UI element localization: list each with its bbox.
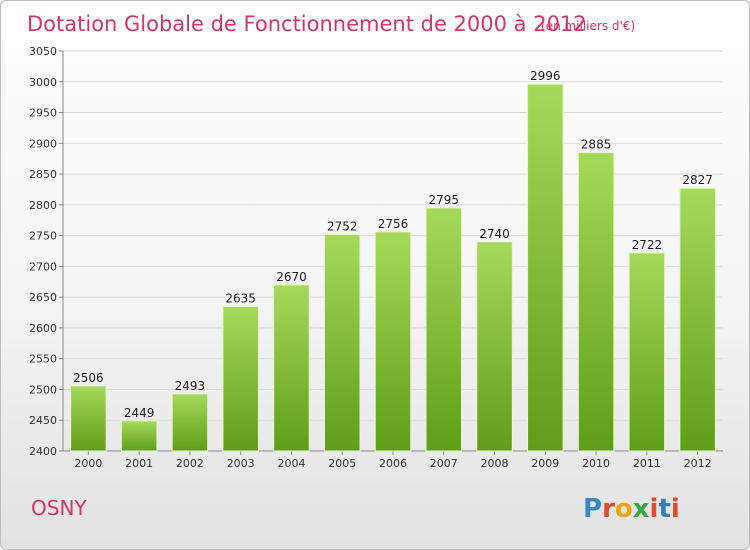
y-tick-label: 2800 [29,199,57,212]
chart-subtitle: (en milliers d'€) [541,19,635,33]
y-tick-label: 2950 [29,107,57,120]
x-tick-label-2012: 2012 [684,457,712,470]
data-labels: 2506 2449 2493 2635 2670 2752 2756 2795 2740 2996… [73,69,713,420]
data-label-2001: 2449 [124,406,155,420]
bar-2011 [628,252,666,452]
x-tick-label-2005: 2005 [328,457,356,470]
y-tick-label: 2550 [29,353,57,366]
proxiti-logo: Proxiti [583,494,680,524]
bar-2012 [679,187,716,452]
axes: 2400 2450 2500 2550 2600 2650 2700 2750 2800 2850… [29,45,723,470]
bar-2010 [577,152,615,452]
y-tick-label: 2600 [29,322,57,335]
x-tick-label-2006: 2006 [379,457,407,470]
x-tick-label-2010: 2010 [582,457,610,470]
data-label-2011: 2722 [632,238,663,252]
commune-name: OSNY [31,496,87,520]
y-tick-label: 2450 [29,414,57,427]
data-label-2002: 2493 [175,379,206,393]
data-label-2012: 2827 [682,173,713,187]
data-label-2010: 2885 [581,138,612,152]
data-label-2008: 2740 [479,227,510,241]
x-tick-label-2002: 2002 [176,457,204,470]
x-tick-label-2000: 2000 [74,457,102,470]
y-tick-label: 2850 [29,168,57,181]
x-tick-label-2009: 2009 [531,457,559,470]
x-tick-label-2001: 2001 [125,457,153,470]
chart-title: Dotation Globale de Fonctionnement de 20… [27,12,587,36]
data-label-2007: 2795 [428,193,459,207]
bar-2006 [374,231,412,452]
y-tick-label: 2500 [29,383,57,396]
y-tick-label: 2400 [29,445,57,458]
data-label-2004: 2670 [276,270,307,284]
y-tick-label: 2650 [29,291,57,304]
bar-2007 [425,207,463,452]
y-tick-label: 3050 [29,45,57,58]
y-tick-label: 3000 [29,76,57,89]
x-tick-label-2004: 2004 [277,457,305,470]
bar-2005 [323,233,361,452]
x-tick-label-2003: 2003 [227,457,255,470]
data-label-2000: 2506 [73,371,104,385]
y-tick-label: 2900 [29,137,57,150]
x-tick-label-2011: 2011 [633,457,661,470]
bar-2000 [70,385,107,452]
x-tick-label-2007: 2007 [430,457,458,470]
bar-2004 [273,284,310,452]
data-label-2009: 2996 [530,69,561,83]
y-tick-label: 2750 [29,230,57,243]
bar-2002 [171,393,209,452]
x-tick-label-2008: 2008 [481,457,509,470]
data-label-2006: 2756 [378,217,409,231]
bars [70,83,716,452]
bar-2008 [476,241,513,452]
y-tick-label: 2700 [29,260,57,273]
bar-2009 [527,83,564,452]
bar-2001 [120,420,158,452]
data-label-2003: 2635 [225,291,256,305]
data-label-2005: 2752 [327,219,358,233]
bar-2003 [222,305,259,452]
